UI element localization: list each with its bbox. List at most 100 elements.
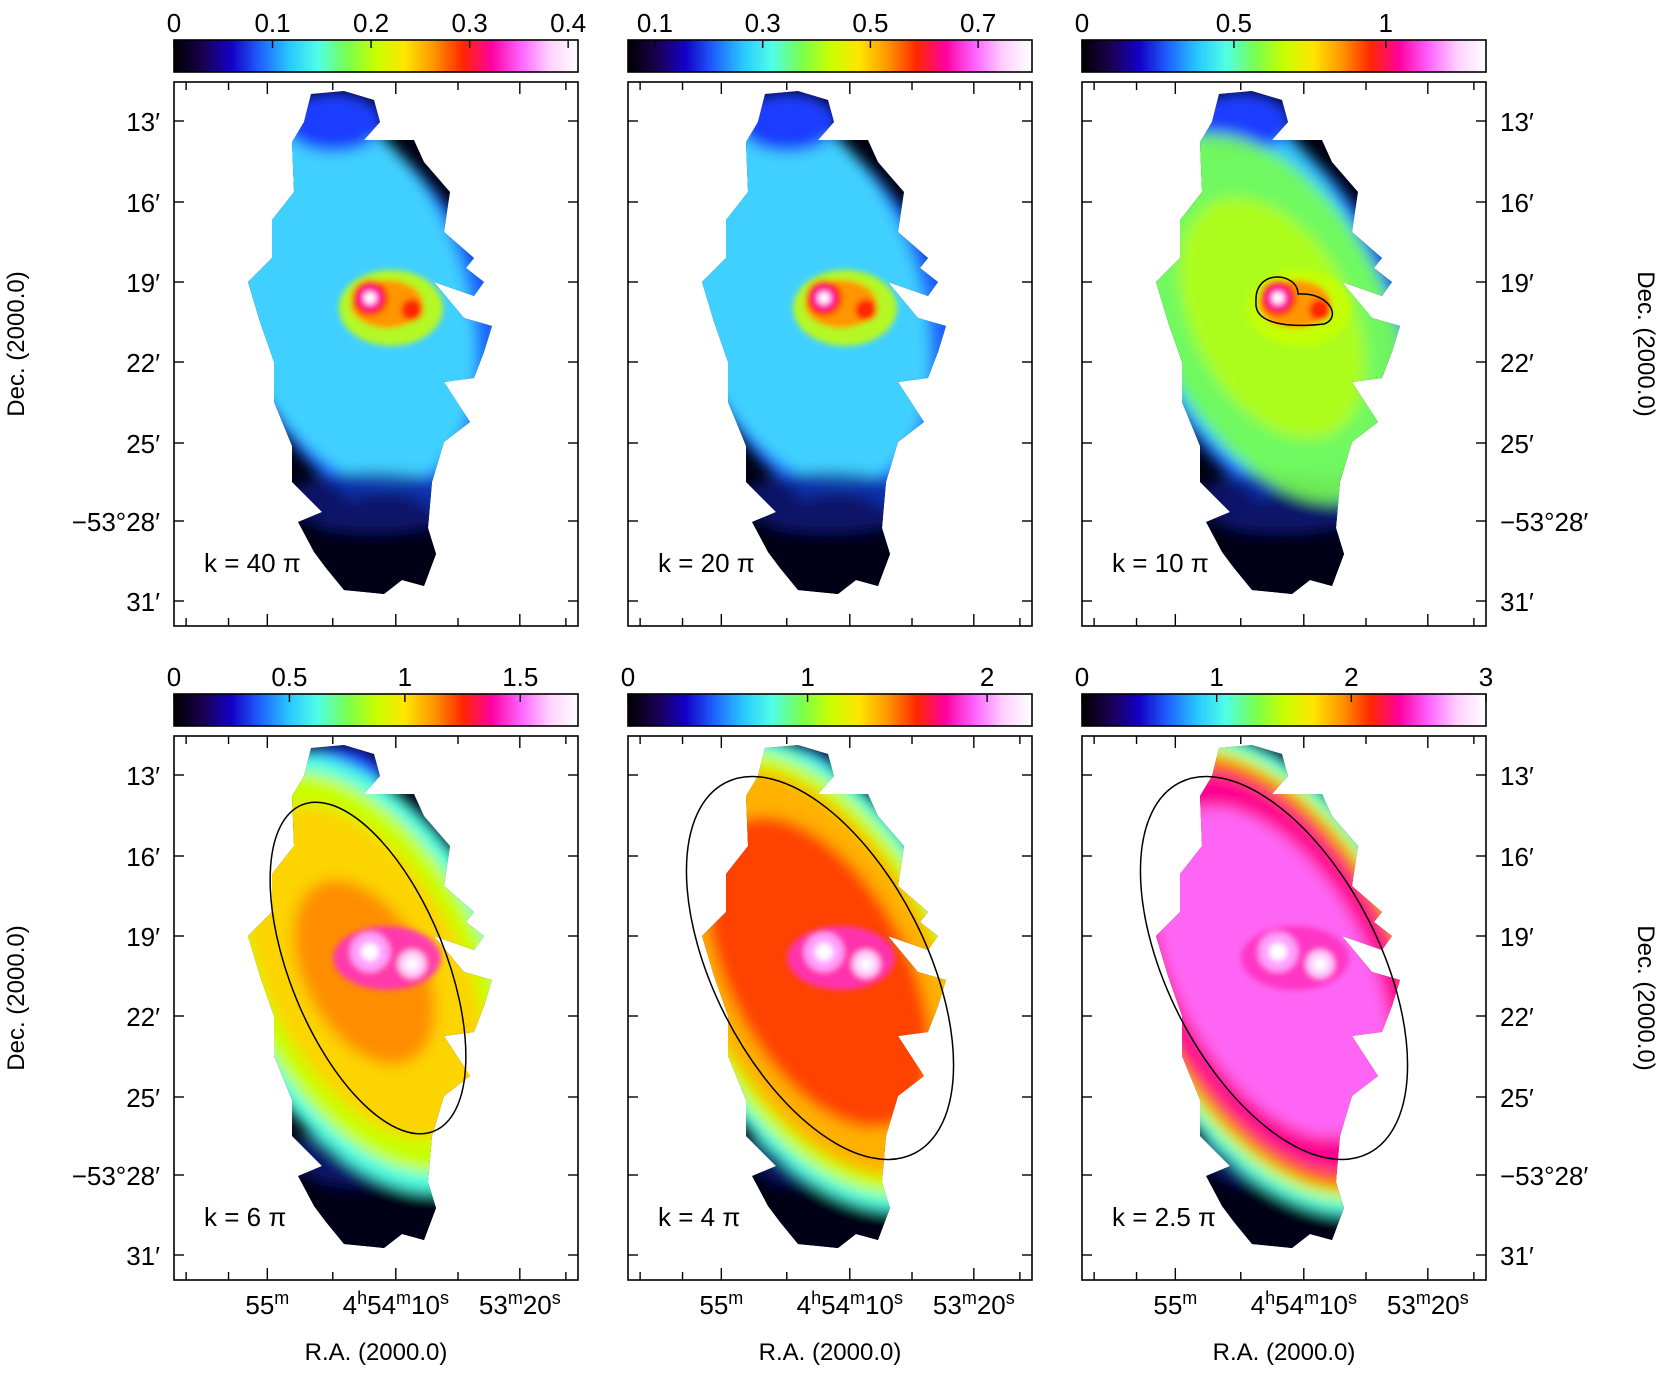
nucleus-peak [364,292,376,304]
ra-tick-unit: m [1304,1288,1319,1308]
panel-1: 0 0.1 0.2 0.3 0.4 k = 40 π 13′ 16′ 19′ 22′ 25′ −53°… [3,8,586,627]
colorbar-frame [173,39,579,73]
ra-tick-label: 53m20s [1387,1288,1469,1320]
galaxy-image [1156,745,1400,1248]
colorbar-frame [627,39,1033,73]
ra-tick-label: 55m [1153,1288,1197,1320]
colorbar-frame [1081,693,1487,727]
galaxy-core [787,926,895,990]
ra-tick-main: 10 [865,1290,894,1320]
ra-tick-main: 54 [821,1290,850,1320]
ra-tick-unit: h [357,1288,367,1308]
ra-axis-title: R.A. (2000.0) [1213,1339,1356,1366]
dec-tick-label: 19′ [126,922,160,952]
dec-tick-label: −53°28′ [72,507,160,537]
dec-axis-title: Dec. (2000.0) [1632,925,1659,1070]
colorbar [174,40,578,72]
contour-line [1255,276,1334,327]
ra-tick-unit: m [396,1288,411,1308]
contour-line [685,775,955,1161]
colorbar-tick-label: 0.5 [852,8,888,38]
colorbar-tick-label: 3 [1479,662,1493,692]
k-label: k = 6 π [204,1202,286,1232]
galaxy-image [1156,91,1400,594]
dec-tick-label: 13′ [1500,107,1534,137]
colorbar-tick-label: 1 [1209,662,1223,692]
panel-2: 0.1 0.3 0.5 0.7 k = 20 π [627,8,1033,627]
dec-tick-label: 31′ [126,587,160,617]
dec-tick-label: −53°28′ [1500,507,1588,537]
k-label: k = 40 π [204,548,301,578]
colorbar-tick-label: 1 [1379,8,1393,38]
dec-tick-label: −53°28′ [1500,1161,1588,1191]
colorbar-tick-label: 0.2 [353,8,389,38]
nucleus-peak [1269,943,1287,961]
ra-tick-main: 55 [245,1290,274,1320]
dec-tick-label: 19′ [1500,922,1534,952]
galaxy-image [248,745,492,1248]
companion-nucleus [1309,299,1331,321]
ra-tick-unit: s [1460,1288,1469,1308]
ra-tick-main: 55 [1153,1290,1182,1320]
galaxy-image [702,745,946,1248]
figure-root: 0 0.1 0.2 0.3 0.4 k = 40 π 13′ 16′ 19′ 22′ 25′ −53°… [3,8,1659,1366]
nucleus-peak [1272,292,1284,304]
dec-tick-label: 22′ [126,348,160,378]
ra-tick-label: 53m20s [479,1288,561,1320]
colorbar-tick-label: 0 [1075,662,1089,692]
ra-tick-unit: m [850,1288,865,1308]
ra-tick-main: 10 [1319,1290,1348,1320]
colorbar-tick-label: 0.5 [271,662,307,692]
dec-tick-label: 25′ [1500,429,1534,459]
companion-peak [406,958,418,970]
colorbar-tick-label: 0.7 [960,8,996,38]
colorbar-tick-label: 2 [980,662,994,692]
colorbar-tick-label: 0.3 [745,8,781,38]
dec-tick-label: 25′ [126,429,160,459]
ra-tick-unit: s [1006,1288,1015,1308]
colorbar-tick-label: 0.3 [452,8,488,38]
ra-tick-label: 4h54m10s [1251,1288,1357,1320]
galaxy-tail-fade [284,472,464,532]
ra-tick-main: 53 [479,1290,508,1320]
k-label: k = 10 π [1112,548,1209,578]
dec-tick-label: 19′ [1500,268,1534,298]
ra-tick-main: 4 [1251,1290,1265,1320]
colorbar-frame [173,693,579,727]
dec-tick-label: 13′ [126,761,160,791]
k-label: k = 4 π [658,1202,740,1232]
galaxy-top-cap [284,92,384,152]
ra-tick-label: 53m20s [933,1288,1015,1320]
ra-tick-unit: m [508,1288,523,1308]
companion-peak [1314,958,1326,970]
galaxy-image [702,91,946,594]
plot-frame [627,81,1033,627]
ra-tick-label: 55m [699,1288,743,1320]
dec-axis-title: Dec. (2000.0) [3,271,30,416]
ra-tick-unit: m [274,1288,289,1308]
ra-tick-main: 53 [1387,1290,1416,1320]
dec-tick-label: −53°28′ [72,1161,160,1191]
dec-tick-label: 31′ [1500,1241,1534,1271]
ra-tick-main: 4 [343,1290,357,1320]
plot-frame [173,81,579,627]
galaxy-image [248,91,492,594]
ra-tick-label: 4h54m10s [343,1288,449,1320]
ra-tick-unit: m [1182,1288,1197,1308]
colorbar-tick-label: 1 [800,662,814,692]
ra-tick-unit: s [894,1288,903,1308]
nucleus-peak [818,292,830,304]
nucleus-peak [361,943,379,961]
colorbar-tick-label: 0.1 [254,8,290,38]
contour-line [1139,775,1409,1161]
k-label: k = 2.5 π [1112,1202,1216,1232]
plot-frame [1081,735,1487,1281]
colorbar [174,694,578,726]
ra-tick-main: 55 [699,1290,728,1320]
ra-tick-unit: h [1265,1288,1275,1308]
panel-4: 0 0.5 1 1.5 k = 6 π 13′ 16′ 19′ 22′ 25′ −53°28′ 31′… [3,662,579,1366]
plot-frame [627,735,1033,1281]
galaxy-tail-fade [738,472,918,532]
colorbar-frame [627,693,1033,727]
